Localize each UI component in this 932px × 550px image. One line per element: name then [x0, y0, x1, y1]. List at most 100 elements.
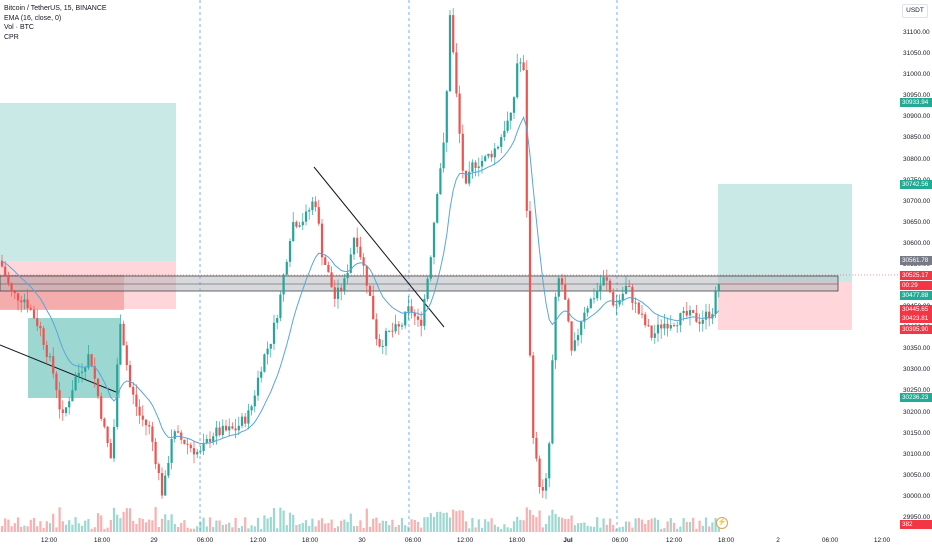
- candle-body: [164, 475, 167, 496]
- currency-label[interactable]: USDT: [902, 4, 928, 18]
- time-tick-label: 18:00: [508, 537, 526, 544]
- candle-body: [503, 130, 506, 138]
- volume-bar: [692, 517, 695, 532]
- candle-body: [640, 313, 644, 315]
- price-axis[interactable]: 31100.00 31050.00 31000.00 30950.00 30900.00…: [900, 0, 932, 532]
- candle-body: [128, 365, 132, 387]
- volume-bar: [359, 520, 362, 532]
- volume-bar: [362, 527, 365, 532]
- time-tick-label: 29: [150, 537, 158, 544]
- volume-bar: [653, 517, 656, 532]
- candle-body: [602, 277, 605, 286]
- candle-body: [452, 15, 455, 53]
- volume-bar: [714, 517, 717, 532]
- volume-bar: [237, 527, 240, 532]
- candle-body: [557, 278, 560, 297]
- price-chart[interactable]: [0, 0, 900, 532]
- volume-bar: [244, 517, 247, 532]
- volume-bar: [202, 517, 205, 532]
- volume-bar: [660, 528, 663, 532]
- volume-bar: [42, 527, 45, 532]
- candle-body: [48, 356, 52, 358]
- time-tick-label: 12:00: [665, 537, 683, 544]
- price-tick-label: 30650.00: [903, 218, 931, 226]
- volume-bar: [64, 524, 68, 532]
- candle-body: [20, 300, 23, 303]
- candle-body: [516, 63, 519, 98]
- candle-body: [192, 448, 196, 455]
- candle-body: [586, 308, 589, 313]
- volume-bar: [279, 507, 282, 532]
- volume-bar: [26, 526, 29, 532]
- candle-body: [330, 272, 333, 288]
- candle-body: [576, 335, 580, 341]
- volume-bar: [551, 509, 554, 532]
- volume-bar: [628, 521, 631, 532]
- volume-bar: [464, 521, 468, 532]
- volume-indicator-label[interactable]: Vol · BTC: [4, 24, 34, 31]
- volume-bar: [250, 525, 253, 532]
- candle-body: [183, 439, 186, 444]
- candle-body: [29, 307, 32, 310]
- candle-body: [176, 431, 180, 433]
- price-tick-label: 30150.00: [903, 429, 931, 437]
- candle-body: [474, 162, 477, 168]
- chart-canvas[interactable]: [0, 0, 900, 532]
- time-axis[interactable]: [0, 532, 932, 550]
- candle-body: [653, 333, 656, 338]
- volume-bar: [154, 507, 157, 532]
- volume-bar: [68, 520, 71, 532]
- cpr-indicator-label[interactable]: CPR: [4, 33, 19, 41]
- volume-bar: [304, 520, 308, 532]
- candle-body: [93, 366, 96, 379]
- candle-body: [372, 295, 375, 320]
- candle-body: [349, 254, 352, 273]
- volume-bar: [144, 522, 148, 532]
- candle-body: [39, 326, 42, 329]
- time-tick-label: 12:00: [40, 537, 58, 544]
- volume-bar: [541, 527, 544, 532]
- candle-body: [221, 425, 224, 436]
- volume-bar: [119, 518, 122, 532]
- volume-bar: [423, 517, 426, 532]
- volume-bar: [695, 528, 698, 532]
- candle-body: [506, 120, 509, 131]
- candle-body: [468, 171, 471, 184]
- volume-bar: [301, 522, 304, 532]
- candle-body: [256, 377, 260, 396]
- volume-bar: [554, 513, 557, 532]
- volume-bar: [234, 517, 237, 532]
- candle-body: [692, 310, 695, 313]
- volume-bar: [109, 519, 112, 532]
- volume-bar: [567, 518, 570, 532]
- candle-body: [458, 93, 461, 134]
- volume-bar: [426, 517, 429, 532]
- candle-body: [282, 274, 285, 295]
- volume-bar: [679, 526, 682, 532]
- candle-body: [356, 237, 359, 247]
- volume-bar: [535, 517, 538, 532]
- candle-body: [618, 300, 621, 305]
- volume-bar: [455, 511, 458, 532]
- ema-indicator-label[interactable]: EMA (16, close, 0): [4, 14, 62, 22]
- candle-body: [327, 265, 330, 273]
- volume-bar: [400, 517, 404, 532]
- candle-body: [621, 293, 624, 301]
- volume-bar: [503, 524, 506, 532]
- candle-body: [132, 386, 135, 395]
- candle-body: [410, 306, 413, 313]
- lightning-icon[interactable]: ⚡: [716, 517, 728, 529]
- candle-body: [253, 395, 256, 407]
- volume-bar: [74, 517, 77, 532]
- candle-body: [346, 272, 349, 279]
- candle-body: [343, 278, 346, 291]
- volume-bar: [445, 512, 448, 532]
- volume-bar: [215, 520, 218, 532]
- price-badge: 00:29: [900, 281, 932, 290]
- volume-bar: [52, 513, 55, 532]
- candle-body: [167, 462, 170, 476]
- symbol-title[interactable]: Bitcoin / TetherUS, 15, BINANCE: [4, 5, 107, 12]
- candle-body: [100, 396, 103, 419]
- candle-body: [420, 319, 423, 326]
- volume-bar: [701, 525, 704, 532]
